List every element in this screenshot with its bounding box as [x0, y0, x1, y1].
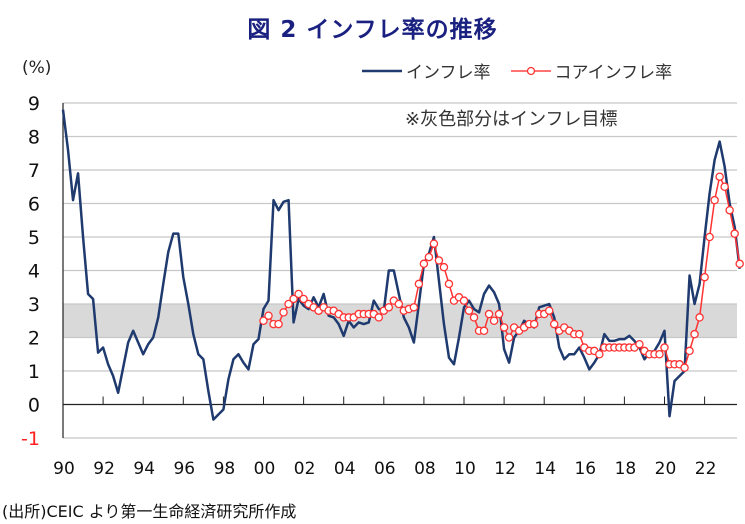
legend-item-core-inflation: コアインフレ率	[510, 58, 673, 83]
core-inflation-point	[439, 262, 449, 272]
x-tick-label: 18	[615, 459, 637, 479]
y-tick-label: 7	[28, 160, 40, 182]
core-inflation-point	[720, 182, 729, 191]
y-tick-label: 3	[28, 294, 40, 316]
legend-circle-marker	[510, 66, 551, 75]
x-tick-label: 00	[254, 459, 276, 479]
legend-item-inflation: インフレ率	[362, 58, 491, 83]
core-inflation-point	[660, 343, 669, 352]
x-tick-label: 02	[294, 459, 316, 479]
x-tick-label: 08	[414, 459, 436, 479]
y-tick-label: 4	[28, 261, 40, 283]
core-inflation-point	[444, 279, 454, 289]
core-inflation-point	[459, 296, 469, 305]
y-axis-unit: (%)	[22, 58, 52, 78]
y-tick-label: 6	[28, 194, 40, 216]
core-inflation-point	[394, 299, 404, 309]
core-inflation-point	[549, 319, 559, 329]
x-tick-label: 22	[695, 459, 717, 479]
legend: インフレ率 コアインフレ率	[362, 58, 686, 83]
core-inflation-point	[494, 309, 504, 319]
core-inflation-point	[725, 205, 734, 215]
core-inflation-point	[529, 319, 539, 329]
core-inflation-point	[434, 256, 444, 265]
core-inflation-point	[499, 323, 509, 332]
core-inflation-line	[262, 175, 741, 369]
core-inflation-point	[384, 303, 394, 312]
core-inflation-point	[419, 259, 429, 269]
core-inflation-point	[489, 316, 499, 325]
x-tick-label: 04	[334, 459, 356, 479]
x-tick-label: 92	[93, 459, 115, 479]
x-tick-label: 94	[133, 459, 155, 479]
core-inflation-point	[595, 349, 604, 359]
core-inflation-point	[259, 316, 268, 325]
x-tick-label: 06	[374, 459, 396, 479]
core-inflation-point	[374, 313, 384, 322]
y-tick-label: 9	[28, 93, 40, 115]
core-inflation-point	[299, 294, 308, 304]
x-tick-label: 90	[53, 459, 75, 479]
core-inflation-point	[409, 303, 419, 312]
target-band-note: ※灰色部分はインフレ目標	[405, 109, 618, 130]
core-inflation-point	[274, 319, 283, 329]
source-note: (出所)CEIC より第一生命経済研究所作成	[2, 502, 297, 521]
core-inflation-point	[484, 309, 494, 319]
core-inflation-point	[655, 349, 664, 359]
core-inflation-point	[710, 195, 719, 205]
core-inflation-point	[264, 311, 273, 320]
core-inflation-point	[279, 308, 288, 317]
y-tick-label: 0	[28, 395, 40, 417]
x-tick-label: 12	[494, 459, 516, 479]
y-tick-label: 8	[28, 127, 40, 149]
core-inflation-point	[424, 252, 434, 262]
inflation-line	[61, 109, 741, 421]
core-inflation-point	[685, 346, 694, 356]
y-tick-label: 2	[28, 328, 40, 350]
y-tick-label: 5	[28, 227, 40, 249]
core-inflation-point	[635, 339, 644, 349]
core-inflation-point	[575, 329, 584, 339]
core-inflation-point	[695, 313, 704, 322]
core-inflation-point	[504, 333, 514, 342]
x-tick-label: 98	[214, 459, 236, 479]
core-inflation-point	[700, 272, 709, 282]
core-inflation-point	[705, 232, 714, 242]
legend-line-marker	[362, 69, 402, 72]
y-tick-label: -1	[21, 428, 40, 450]
core-inflation-point	[690, 329, 699, 339]
x-tick-label: 16	[574, 459, 596, 479]
x-tick-label: 14	[534, 459, 556, 479]
legend-label: インフレ率	[406, 63, 491, 83]
core-inflation-point	[544, 306, 554, 315]
core-inflation-point	[715, 172, 724, 181]
core-inflation-point	[414, 279, 424, 289]
core-inflation-point	[284, 299, 293, 309]
core-inflation-point	[429, 239, 439, 248]
y-tick-label: 1	[28, 361, 40, 383]
core-inflation-point	[289, 294, 298, 304]
legend-label: コアインフレ率	[554, 63, 673, 83]
core-inflation-point	[294, 289, 303, 299]
x-tick-label: 96	[173, 459, 195, 479]
core-inflation-point	[735, 259, 744, 269]
x-tick-label: 20	[655, 459, 677, 479]
chart-title: 図 2 インフレ率の推移	[247, 17, 498, 43]
core-inflation-point	[469, 313, 479, 322]
core-inflation-point	[680, 363, 689, 372]
core-inflation-point	[464, 306, 474, 315]
core-inflation-point	[730, 229, 739, 238]
core-inflation-point	[479, 326, 489, 336]
x-tick-label: 10	[454, 459, 476, 479]
